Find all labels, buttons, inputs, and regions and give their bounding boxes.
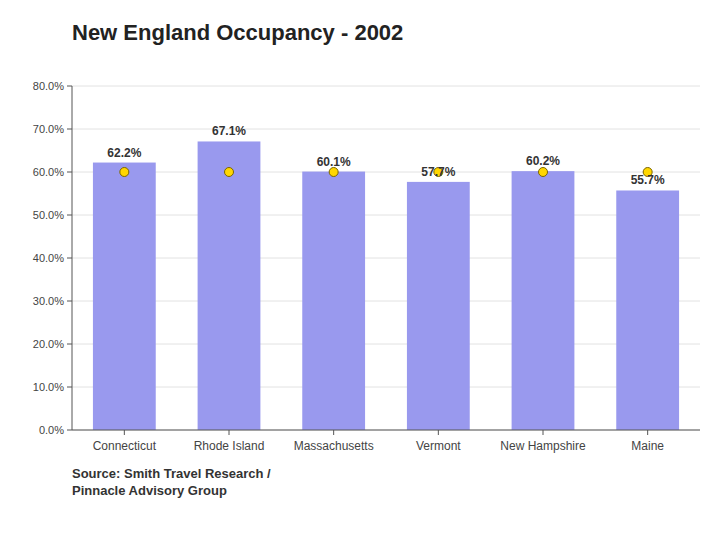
y-tick-label: 30.0% [33,295,64,307]
x-tick [438,430,439,435]
annotation-line: Source: Smith Travel Research / [72,466,271,481]
x-tick-label: New Hampshire [500,439,586,453]
point [120,168,129,177]
x-tick-label: Massachusetts [294,439,374,453]
y-tick [67,215,72,216]
y-tick [67,344,72,345]
y-tick-label: 40.0% [33,252,64,264]
data-label: 57.7% [421,165,455,179]
grid-line [72,430,700,431]
bar [512,171,575,430]
chart: New England Occupancy - 2002 0.0% 10.0% 20.… [0,0,720,540]
grid-line [72,301,700,302]
data-label: 60.1% [317,155,351,169]
point [329,168,338,177]
data-label: 62.2% [107,146,141,160]
y-tick [67,301,72,302]
y-axis: 0.0% 10.0% 20.0% 30.0% 40.0% 50.0% 60.0% 70.0% 8… [33,80,72,436]
x-tick-label: Vermont [416,439,461,453]
y-tick [67,430,72,431]
x-tick [229,430,230,435]
x-tick [333,430,334,435]
y-tick [67,258,72,259]
grid-line [72,215,700,216]
grid-line [72,387,700,388]
annotation-line: Pinnacle Advisory Group [72,483,227,498]
point [539,168,548,177]
y-tick-label: 20.0% [33,338,64,350]
x-axis: Connecticut Rhode Island Massachusetts Verm… [72,430,700,453]
y-axis-line [72,86,73,430]
data-label: 67.1% [212,124,246,138]
grid [72,86,700,430]
point [225,168,234,177]
page: {"chart_data": { "type": "bar", "title":… [0,0,720,540]
data-label: 60.2% [526,154,560,168]
x-tick-label: Rhode Island [194,439,265,453]
marks [93,141,679,430]
y-tick-label: 10.0% [33,381,64,393]
y-tick-label: 80.0% [33,80,64,92]
y-tick [67,129,72,130]
grid-line [72,172,700,173]
x-tick [647,430,648,435]
data-labels: 62.2% 67.1% 60.1% 57.7% 60.2% 55.7% [107,124,665,187]
bar [198,141,261,430]
grid-line [72,86,700,87]
y-tick-label: 60.0% [33,166,64,178]
x-tick [124,430,125,435]
bar [407,182,470,430]
y-tick-label: 0.0% [39,424,64,436]
x-tick-label: Maine [631,439,664,453]
y-tick [67,172,72,173]
title: New England Occupancy - 2002 [72,20,403,45]
x-tick-label: Connecticut [93,439,157,453]
bar [93,163,156,430]
bar [616,190,679,430]
y-tick-label: 50.0% [33,209,64,221]
y-tick-label: 70.0% [33,123,64,135]
bar [302,172,365,430]
grid-line [72,258,700,259]
x-axis-line [72,430,700,431]
grid-line [72,129,700,130]
y-tick [67,86,72,87]
annotation: Source: Smith Travel Research / Pinnacle … [72,466,271,498]
grid-line [72,344,700,345]
y-tick [67,387,72,388]
data-label: 55.7% [631,173,665,187]
x-tick [543,430,544,435]
